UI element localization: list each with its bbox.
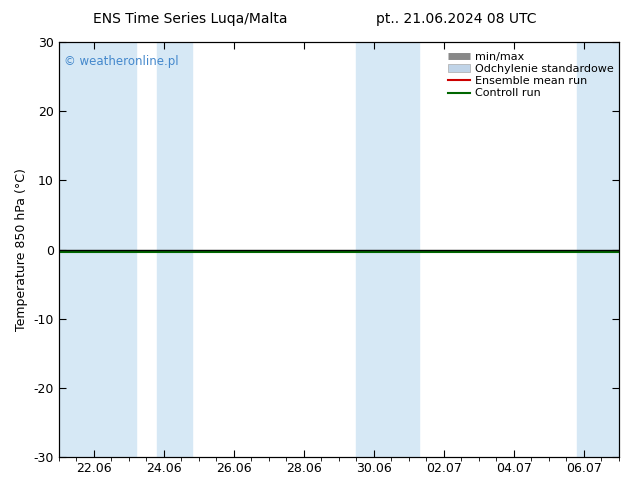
Text: pt.. 21.06.2024 08 UTC: pt.. 21.06.2024 08 UTC — [376, 12, 537, 26]
Bar — [157, 42, 192, 457]
Legend: min/max, Odchylenie standardowe, Ensemble mean run, Controll run: min/max, Odchylenie standardowe, Ensembl… — [448, 52, 614, 98]
Y-axis label: Temperature 850 hPa (°C): Temperature 850 hPa (°C) — [15, 168, 28, 331]
Text: ENS Time Series Luqa/Malta: ENS Time Series Luqa/Malta — [93, 12, 287, 26]
Bar — [356, 42, 420, 457]
Text: © weatheronline.pl: © weatheronline.pl — [65, 54, 179, 68]
Bar — [59, 42, 136, 457]
Bar — [577, 42, 619, 457]
